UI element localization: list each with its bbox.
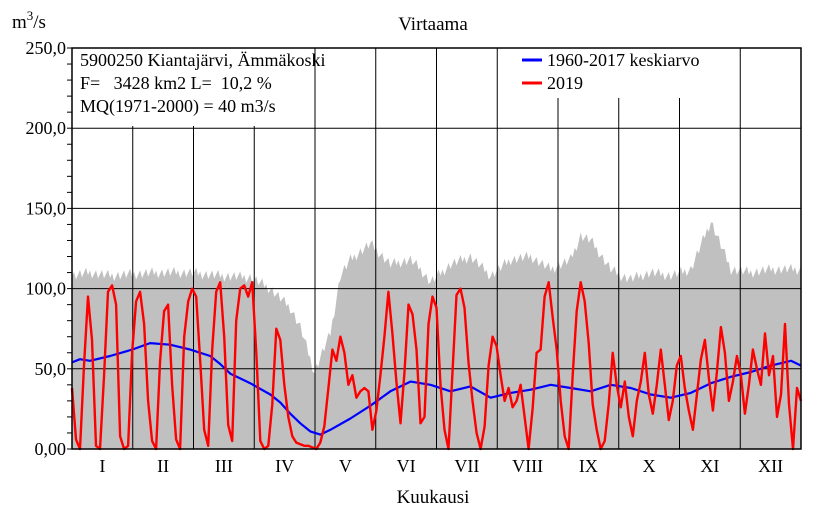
info-box: 5900250 Kiantajärvi, Ämmäkoski F= 3428 k… <box>72 48 325 126</box>
info-box-frame <box>72 48 304 126</box>
info-line-mq: MQ(1971-2000) = 40 m3/s <box>80 96 276 117</box>
month-label: V <box>339 456 352 476</box>
month-label: X <box>643 456 656 476</box>
y-tick-label: 0,00 <box>35 439 67 459</box>
month-label: VII <box>454 456 479 476</box>
series-line-2019 <box>70 281 803 451</box>
month-label: III <box>215 456 233 476</box>
y-tick-label: 50,0 <box>35 359 67 379</box>
info-line-station: 5900250 Kiantajärvi, Ämmäkoski <box>80 50 325 70</box>
month-label: XII <box>758 456 783 476</box>
month-label: VIII <box>512 456 543 476</box>
info-line-area: F= 3428 km2 L= 10,2 % <box>80 73 272 93</box>
y-tick-label: 100,0 <box>26 279 67 299</box>
month-label: IX <box>579 456 598 476</box>
series-line-average <box>71 342 802 436</box>
y-tick-label: 200,0 <box>26 118 67 138</box>
month-label: I <box>99 456 105 476</box>
legend-label-2019: 2019 <box>547 73 583 93</box>
y-axis-label: m3/s <box>12 8 46 33</box>
month-label: IV <box>275 456 294 476</box>
y-tick-label: 150,0 <box>26 198 67 218</box>
x-axis-label: Kuukausi <box>397 487 470 508</box>
month-label: XI <box>700 456 719 476</box>
chart-title: Virtaama <box>398 14 468 35</box>
y-tick-label: 250,0 <box>26 38 67 58</box>
legend-frame <box>518 48 736 98</box>
series-layer <box>70 281 803 451</box>
grid-layer <box>72 47 801 450</box>
legend: 1960-2017 keskiarvo 2019 <box>518 48 736 98</box>
month-label: VI <box>397 456 416 476</box>
month-label: II <box>157 456 169 476</box>
legend-label-average: 1960-2017 keskiarvo <box>547 50 699 70</box>
plot-frame <box>71 47 802 450</box>
